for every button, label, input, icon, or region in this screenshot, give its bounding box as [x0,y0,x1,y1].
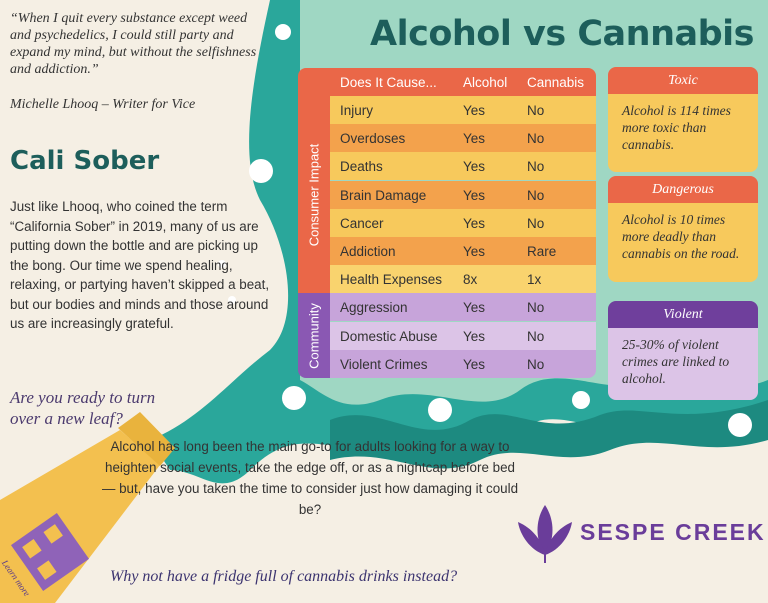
card-text: Alcohol is 114 times more toxic than can… [608,94,758,172]
table-row: Cancer Yes No [330,208,596,237]
fact-card: Toxic Alcohol is 114 times more toxic tha… [608,67,758,172]
table-cell: Yes [463,244,486,259]
table-cell: No [527,103,545,118]
table-row: Violent Crimes Yes No [330,349,596,378]
table-cell: Yes [463,103,486,118]
bottom-text: Alcohol has long been the main go-to for… [101,439,519,517]
table-cell: Rare [527,244,557,259]
table-cell: No [527,328,545,344]
table-cell: Yes [463,215,486,231]
main-title: Alcohol vs Cannabis [370,14,755,54]
bubble [428,398,452,422]
table-cell: Yes [463,159,486,175]
qr-corner [43,524,63,544]
qr-code [11,513,89,591]
qr-corner [37,560,57,580]
question: Are you ready to turn over a new leaf? [10,388,156,428]
bottle-neck [118,412,175,466]
table-cell: No [527,187,545,203]
table-cell: 1x [527,272,542,288]
table-cell: Health Expenses [340,272,443,288]
table-cell: No [527,356,545,372]
card-heading: Violent [608,301,758,328]
table-cell: Addiction [340,244,396,259]
comparison-table: Does It Cause... Alcohol Cannabis Consumer … [298,68,596,378]
card-text: 25-30% of violent crimes are linked to a… [608,328,758,400]
dark-wave [330,400,768,469]
table-row: Brain Damage Yes No [330,180,596,209]
table-cell: Violent Crimes [340,356,428,372]
table-row: Health Expenses 8x 1x [330,265,596,294]
bubble [282,386,306,410]
table-cell: 8x [463,272,478,288]
table-cell: Yes [463,328,486,344]
bubble [572,391,590,409]
card-heading: Toxic [608,67,758,94]
table-cell: Brain Damage [340,187,427,203]
group-label: Community [298,293,330,378]
table-cell: No [527,215,545,231]
table-cell: No [527,300,545,316]
bubble [228,296,236,304]
bubble [249,159,273,183]
qr-corner [22,539,42,559]
group-label: Consumer Impact [298,96,330,294]
intro-text: Just like Lhooq, who coined the term “Ca… [10,199,270,331]
header-cell: Alcohol [463,75,508,90]
table-cell: Domestic Abuse [340,328,438,344]
fact-card: Dangerous Alcohol is 10 times more deadly… [608,176,758,282]
bubble [275,24,291,40]
table-cell: No [527,131,545,147]
bubble [728,413,752,437]
table-cell: Cancer [340,215,384,231]
section-title: Cali Sober [10,146,160,176]
table-row: Deaths Yes No [330,152,596,181]
table-row: Domestic Abuse Yes No [330,321,596,350]
table-row: Overdoses Yes No [330,124,596,153]
table-cell: Yes [463,131,486,147]
table-row: Injury Yes No [330,96,596,124]
group-label-cell: Consumer Impact [306,143,322,246]
table-header: Does It Cause... Alcohol Cannabis [298,68,596,96]
table-row: Addiction Yes Rare [330,237,596,265]
call-to-action: Why not have a fridge full of cannabis d… [110,568,458,585]
table-cell: Yes [463,187,486,203]
table-row: Aggression Yes No [330,293,596,322]
quote-author: Michelle Lhooq – Writer for Vice [10,97,196,112]
table-cell: Deaths [340,159,383,175]
table-cell: Aggression [340,300,408,316]
bubble [218,260,226,268]
brand-logo [518,505,572,563]
group-label-cell: Community [306,302,322,369]
table-cell: No [527,159,545,175]
table-cell: Yes [463,300,486,316]
header-cell: Does It Cause... [340,75,437,90]
table-cell: Overdoses [340,131,406,147]
quote: “When I quit every substance except weed… [10,11,257,77]
table-cell: Injury [340,103,374,118]
table-cell: Yes [463,356,486,372]
card-heading: Dangerous [608,176,758,203]
brand-name: SESPE CREEK [580,519,766,545]
fact-card: Violent 25-30% of violent crimes are link… [608,301,758,400]
card-text: Alcohol is 10 times more deadly than can… [608,203,758,282]
header-cell: Cannabis [527,75,585,90]
